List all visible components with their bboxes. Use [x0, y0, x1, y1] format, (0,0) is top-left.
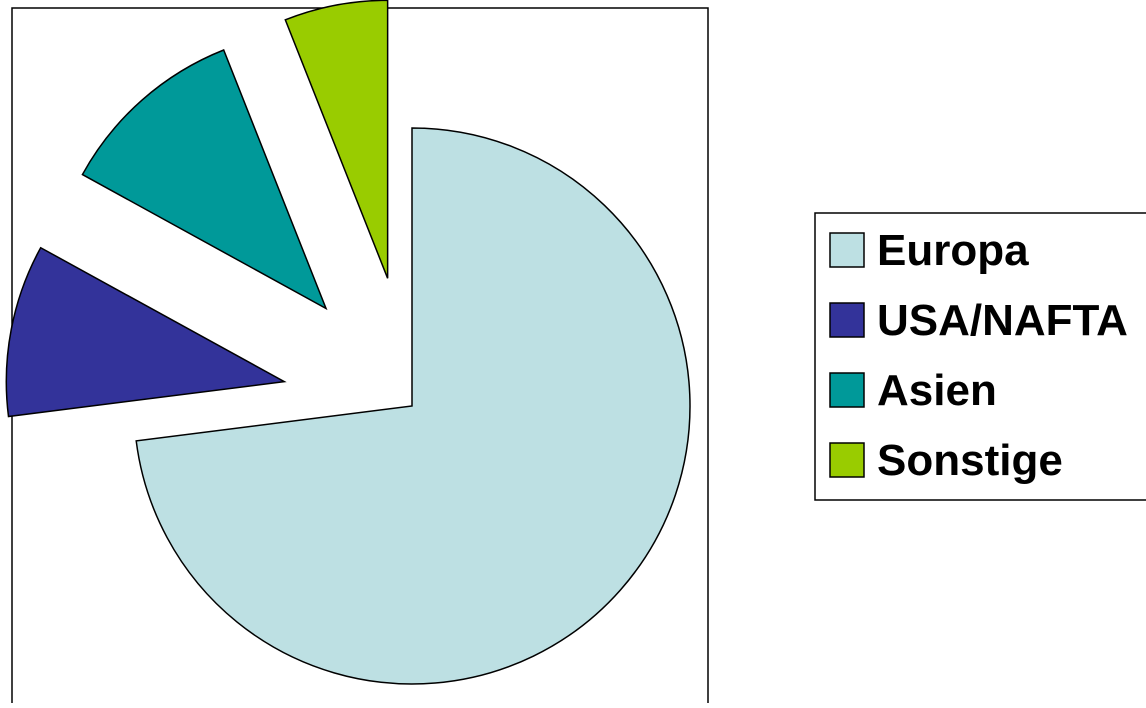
legend-swatch-europa: [829, 232, 865, 268]
pie-slice-usa-nafta: [5, 246, 287, 418]
legend-swatch-asien: [829, 372, 865, 408]
pie-slice-asien: [81, 49, 328, 311]
pie-slice-europa: [135, 127, 691, 685]
legend-label-sonstige: Sonstige: [877, 436, 1063, 485]
legend-frame: [814, 212, 1146, 501]
pie-slice-sonstige: [284, 0, 389, 279]
legend-label-usa-nafta: USA/NAFTA: [877, 296, 1128, 345]
legend-swatch-usa-nafta: [829, 302, 865, 338]
legend-label-europa: Europa: [877, 226, 1029, 275]
pie-slices: [5, 0, 691, 685]
legend-swatch-sonstige: [829, 442, 865, 478]
legend-label-asien: Asien: [877, 366, 997, 415]
legend: Europa USA/NAFTA Asien Sonstige: [814, 212, 1146, 501]
